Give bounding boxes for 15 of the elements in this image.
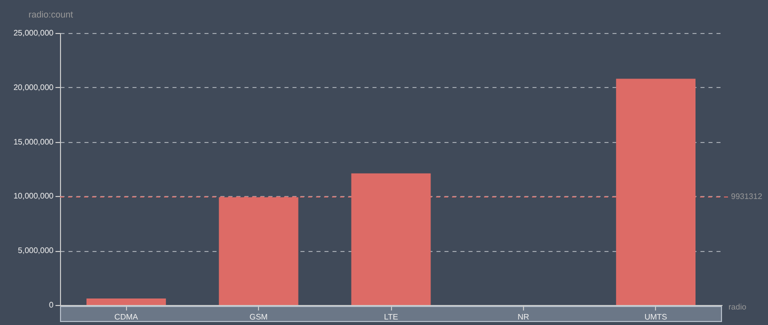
y-tick-label: 0 bbox=[49, 300, 54, 310]
y-tick-label: 20,000,000 bbox=[13, 82, 54, 92]
ref-line-label: 9931312 bbox=[731, 192, 763, 201]
x-tick-label: LTE bbox=[384, 312, 398, 322]
x-tick-label: CDMA bbox=[114, 312, 139, 322]
y-tick-label: 25,000,000 bbox=[13, 28, 54, 38]
x-tick-label: NR bbox=[518, 312, 530, 322]
y-tick-label: 10,000,000 bbox=[13, 192, 54, 201]
y-tick-label: 15,000,000 bbox=[13, 137, 54, 146]
x-axis-title: radio bbox=[728, 302, 747, 312]
y-tick-label: 5,000,000 bbox=[18, 246, 54, 256]
y-axis-title: radio:count bbox=[28, 10, 74, 20]
x-tick-label: UMTS bbox=[644, 312, 668, 322]
bar bbox=[86, 298, 166, 305]
x-tick-label: GSM bbox=[249, 312, 268, 322]
